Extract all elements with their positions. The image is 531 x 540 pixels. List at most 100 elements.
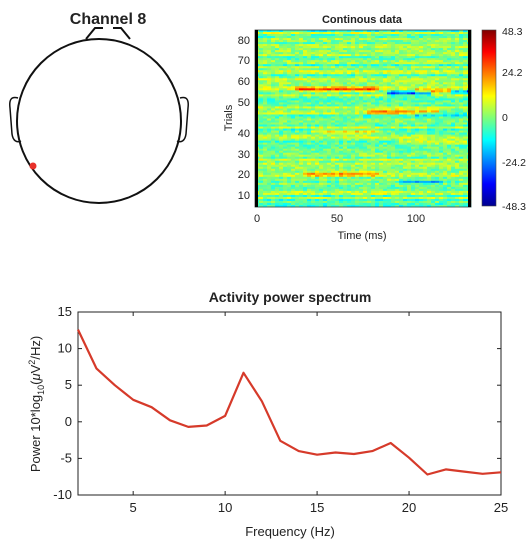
heatmap-cell (447, 110, 452, 113)
heatmap-cell (267, 44, 272, 47)
heatmap-cell (459, 196, 464, 200)
heatmap-cell (339, 174, 344, 178)
heatmap-cell (279, 70, 284, 73)
heatmap-cell (411, 114, 416, 117)
heatmap-cell (427, 84, 432, 87)
heatmap-cell (387, 76, 392, 79)
heatmap-cell (391, 66, 396, 69)
heatmap-cell (331, 174, 336, 178)
heatmap-cell (411, 130, 416, 133)
heatmap-cell (375, 120, 380, 123)
heatmap-cell (295, 102, 300, 105)
heatmap-cell (307, 184, 312, 188)
heatmap-cell (395, 114, 400, 117)
heatmap-cell (459, 80, 464, 83)
heatmap-cell (395, 38, 400, 41)
heatmap-cell (287, 40, 292, 43)
heatmap-cell (335, 172, 340, 176)
heatmap-cell (367, 36, 372, 39)
heatmap-cell (455, 162, 460, 166)
heatmap-cell (407, 72, 412, 75)
heatmap-cell (351, 108, 356, 111)
heatmap-cell (411, 64, 416, 67)
heatmap-cell (315, 150, 320, 154)
heatmap-cell (387, 50, 392, 53)
heatmap-cell (363, 150, 368, 154)
heatmap-cell (319, 152, 324, 156)
heatmap-cell (259, 204, 264, 208)
heatmap-cell (287, 90, 292, 93)
heatmap-cell (379, 196, 384, 200)
heatmap-cell (307, 196, 312, 200)
heatmap-cell (419, 106, 424, 109)
heatmap-cell (275, 66, 280, 69)
heatmap-cell (383, 112, 388, 115)
heatmap-cell (303, 174, 308, 178)
heatmap-cell (287, 68, 292, 71)
heatmap-cell (375, 138, 380, 142)
heatmap-cell (435, 198, 440, 202)
heatmap-cell (343, 154, 348, 158)
heatmap-cell (287, 50, 292, 53)
heatmap-cell (363, 200, 368, 204)
heatmap-cell (431, 86, 436, 89)
heatmap-cell (347, 140, 352, 144)
heatmap-cell (419, 182, 424, 186)
heatmap-cell (287, 86, 292, 89)
heatmap-cell (391, 96, 396, 99)
heatmap-cell (311, 36, 316, 39)
heatmap-cell (275, 184, 280, 188)
heatmap-cell (311, 108, 316, 111)
heatmap-cell (343, 30, 348, 33)
heatmap-cell (367, 76, 372, 79)
heatmap-cell (283, 92, 288, 95)
heatmap-cell (307, 108, 312, 111)
heatmap-cell (431, 102, 436, 105)
heatmap-cell (319, 56, 324, 59)
heatmap-cell (399, 60, 404, 63)
heatmap-cell (303, 166, 308, 170)
heatmap-cell (323, 98, 328, 101)
heatmap-cell (423, 188, 428, 192)
heatmap-cell (387, 30, 392, 33)
heatmap-cell (263, 130, 268, 133)
heatmap-cell (379, 82, 384, 85)
heatmap-cell (307, 122, 312, 125)
heatmap-cell (275, 150, 280, 154)
heatmap-cell (391, 122, 396, 125)
heatmap-cell (271, 70, 276, 73)
heatmap-cell (459, 76, 464, 79)
heatmap-cell (351, 146, 356, 150)
heatmap-cell (367, 98, 372, 101)
heatmap-cell (463, 68, 468, 71)
heatmap-cell (387, 90, 392, 93)
heatmap-cell (431, 196, 436, 200)
heatmap-cell (267, 166, 272, 170)
heatmap-cell (323, 110, 328, 113)
heatmap-cell (375, 48, 380, 51)
heatmap-cell (395, 34, 400, 37)
heatmap-cell (303, 112, 308, 115)
heatmap-cell (363, 160, 368, 164)
heatmap-cell (383, 74, 388, 77)
heatmap-cell (399, 180, 404, 184)
heatmap-cell (323, 58, 328, 61)
heatmap-cell (279, 72, 284, 75)
heatmap-cell (315, 68, 320, 71)
heatmap-cell (411, 154, 416, 158)
heatmap-cell (463, 192, 468, 196)
heatmap-cell (295, 42, 300, 45)
heatmap-cell (263, 62, 268, 65)
heatmap-cell (283, 70, 288, 73)
heatmap-cell (295, 94, 300, 97)
heatmap-cell (415, 128, 420, 131)
heatmap-cell (439, 168, 444, 172)
heatmap-cell (343, 144, 348, 148)
heatmap-cell (307, 110, 312, 113)
heatmap-cell (383, 172, 388, 176)
heatmap-cell (443, 100, 448, 103)
epoch-boundary-left (255, 30, 258, 207)
heatmap-cell (263, 164, 268, 168)
heatmap-cell (391, 76, 396, 79)
heatmap-cell (387, 72, 392, 75)
